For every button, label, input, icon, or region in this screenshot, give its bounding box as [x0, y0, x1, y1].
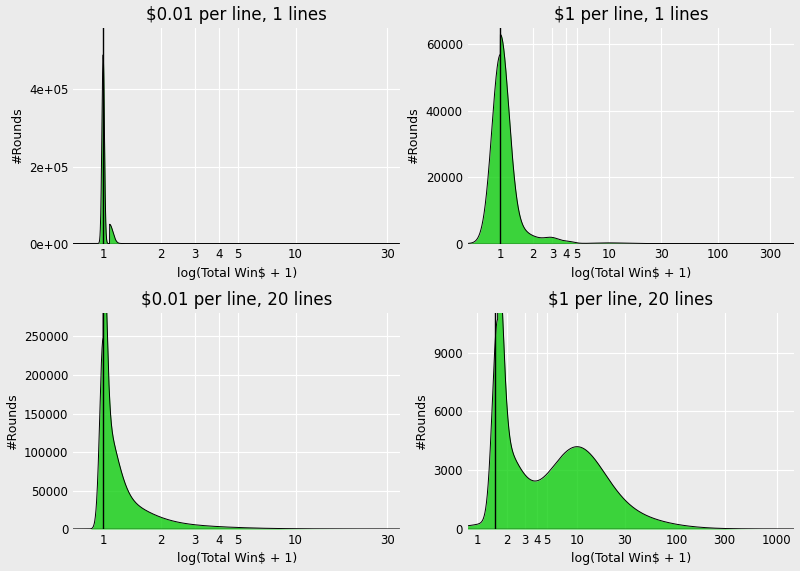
- Title: $0.01 per line, 1 lines: $0.01 per line, 1 lines: [146, 6, 327, 23]
- Title: $0.01 per line, 20 lines: $0.01 per line, 20 lines: [141, 291, 333, 309]
- Y-axis label: #Rounds: #Rounds: [407, 107, 420, 164]
- Title: $1 per line, 20 lines: $1 per line, 20 lines: [549, 291, 714, 309]
- Title: $1 per line, 1 lines: $1 per line, 1 lines: [554, 6, 708, 23]
- X-axis label: log(Total Win$ + 1): log(Total Win$ + 1): [571, 553, 691, 565]
- Y-axis label: #Rounds: #Rounds: [6, 393, 18, 449]
- X-axis label: log(Total Win$ + 1): log(Total Win$ + 1): [177, 553, 297, 565]
- Y-axis label: #Rounds: #Rounds: [10, 107, 23, 164]
- X-axis label: log(Total Win$ + 1): log(Total Win$ + 1): [177, 267, 297, 280]
- Y-axis label: #Rounds: #Rounds: [414, 393, 427, 449]
- X-axis label: log(Total Win$ + 1): log(Total Win$ + 1): [571, 267, 691, 280]
